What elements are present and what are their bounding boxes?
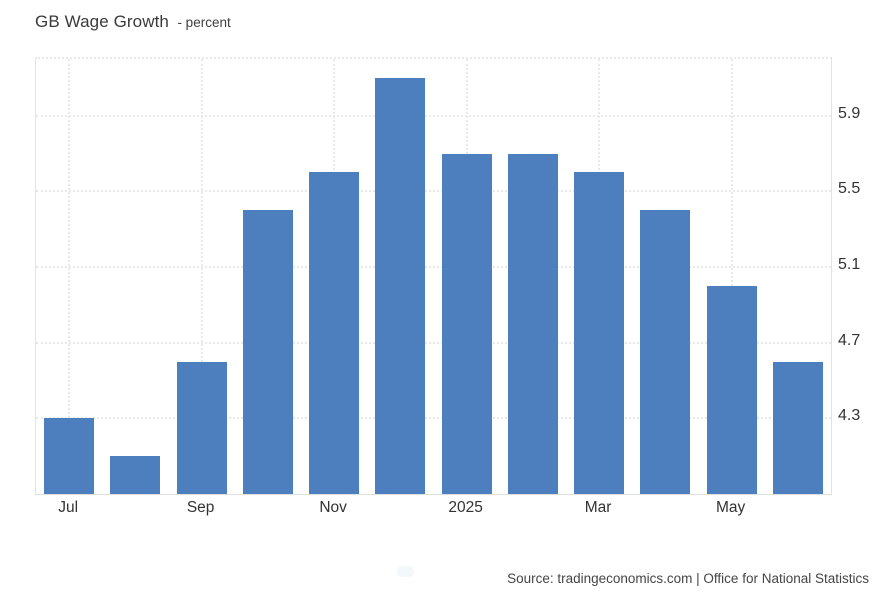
y-axis-label: 4.3 [838,407,861,425]
bar-dec-2024[interactable] [375,77,426,494]
y-axis-label: 5.1 [838,256,861,274]
bar-aug-2024[interactable] [110,456,161,494]
h-gridline [36,114,831,117]
x-axis-label: 2025 [448,499,483,516]
source-attribution: Source: tradingeconomics.com | Office fo… [507,571,869,586]
plot-area [35,57,832,495]
chart-header: GB Wage Growth - percent [35,12,231,32]
bar-may-2025[interactable] [706,285,757,494]
y-axis-label: 4.7 [838,331,861,349]
y-axis-label: 5.5 [838,180,861,198]
x-axis-label: Sep [186,499,215,516]
y-axis-label: 5.9 [838,104,861,122]
bar-feb-2025[interactable] [507,153,558,494]
bar-jun-2025[interactable] [772,361,823,494]
chart-watermark [397,566,414,577]
bar-mar-2025[interactable] [574,172,625,494]
chart-title: GB Wage Growth [35,12,169,31]
bar-apr-2025[interactable] [640,210,691,494]
bar-oct-2024[interactable] [242,210,293,494]
v-gridline [200,59,203,494]
v-gridline [68,59,71,494]
h-gridline [36,341,831,344]
x-axis-label: Jul [58,499,79,516]
bar-sep-2024[interactable] [176,361,227,494]
h-gridline [36,266,831,269]
chart-subtitle: - percent [177,15,231,30]
x-axis-label: Nov [319,499,347,516]
x-axis-label: Mar [584,499,612,516]
v-gridline [730,59,733,494]
h-gridline [36,190,831,193]
x-axis-label: May [715,499,746,516]
bar-jul-2024[interactable] [44,418,95,494]
h-gridline [36,417,831,420]
bar-jan-2025[interactable] [441,153,492,494]
bar-nov-2024[interactable] [309,172,360,494]
